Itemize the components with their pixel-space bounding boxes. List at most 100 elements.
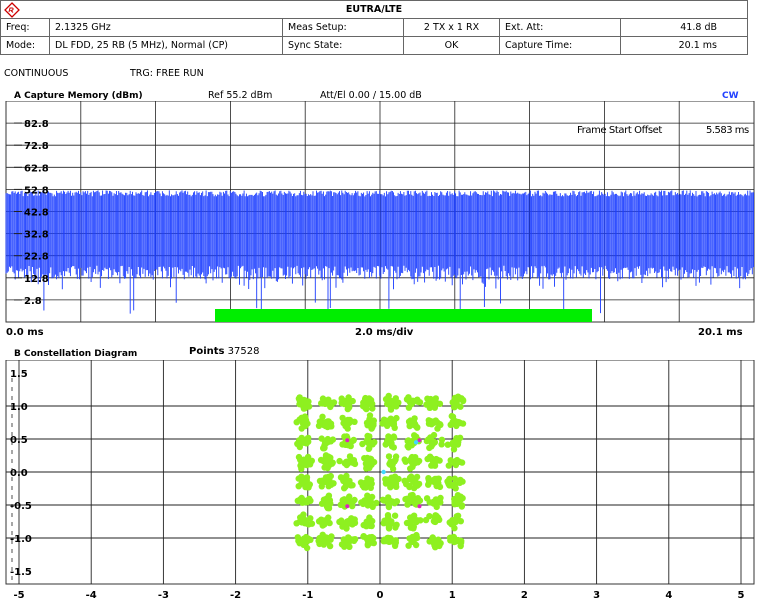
constellation-point: [435, 475, 442, 482]
constellation-point: [325, 399, 332, 407]
constellation-point: [425, 436, 432, 443]
constellation-points: [293, 392, 467, 552]
constellation-point: [325, 500, 333, 507]
constellation-accent-point: [417, 504, 422, 509]
constellation-point: [322, 419, 329, 426]
constellation-point: [436, 496, 443, 503]
capture-trace-path: [5, 190, 754, 314]
constellation-point: [413, 424, 421, 431]
constellation-y-tick-label: 0.0: [10, 468, 28, 479]
trigger-status: TRG: FREE RUN: [130, 68, 204, 79]
meas-setup-value[interactable]: 2 TX x 1 RX: [403, 18, 500, 37]
constellation-point: [343, 398, 350, 405]
constellation-point: [444, 478, 451, 485]
constellation-point: [409, 455, 416, 462]
constellation-point: [391, 473, 398, 480]
constellation-point: [431, 517, 438, 525]
constellation-grid: [6, 360, 754, 584]
constellation-point: [293, 419, 300, 426]
constellation-point: [452, 485, 459, 492]
constellation-point: [321, 464, 328, 471]
constellation-point: [437, 421, 444, 429]
constellation-point: [366, 412, 374, 419]
constellation-point: [303, 461, 310, 469]
constellation-point: [386, 497, 393, 504]
constellation-point: [329, 459, 336, 466]
ext-att-value[interactable]: 41.8 dB: [620, 18, 748, 37]
constellation-point: [403, 519, 411, 527]
constellation-point: [449, 518, 456, 525]
constellation-point: [404, 501, 411, 508]
constellation-point: [298, 465, 305, 472]
constellation-point: [367, 478, 374, 485]
capture-y-tick-label: 32.8: [24, 230, 49, 241]
constellation-y-tick-label: -0.5: [10, 501, 32, 512]
constellation-point: [412, 479, 419, 486]
constellation-point: [425, 476, 432, 484]
constellation-y-tick-label: -1.5: [10, 567, 32, 578]
constellation-point: [321, 445, 328, 452]
constellation-point: [452, 459, 460, 466]
constellation-point: [457, 403, 464, 410]
constellation-point: [344, 416, 352, 424]
constellation-point: [369, 405, 376, 412]
constellation-point: [343, 520, 350, 527]
constellation-point: [389, 419, 396, 426]
constellation-point: [341, 543, 348, 550]
constellation-point: [343, 525, 350, 532]
capture-time-label: Capture Time:: [499, 36, 621, 55]
constellation-y-tick-label: 1.0: [10, 402, 28, 413]
rs-logo-icon: [4, 2, 20, 18]
constellation-point: [416, 399, 424, 406]
constellation-point: [366, 534, 373, 541]
constellation-title: B Constellation Diagram: [14, 349, 138, 359]
constellation-point: [458, 503, 465, 510]
constellation-point: [365, 518, 373, 526]
freq-value[interactable]: 2.1325 GHz: [49, 18, 283, 37]
constellation-point: [385, 514, 392, 521]
constellation-point: [387, 461, 394, 468]
constellation-accent-point: [417, 438, 422, 443]
constellation-point: [347, 482, 355, 489]
constellation-point: [316, 418, 323, 425]
constellation-point: [325, 483, 332, 490]
constellation-point: [433, 537, 440, 545]
capture-y-ticks: 82.8 72.8 62.8 52.8 42.8 32.8 22.8 12.8 2.8: [14, 119, 49, 307]
mode-value[interactable]: DL FDD, 25 RB (5 MHz), Normal (CP): [49, 36, 283, 55]
constellation-point: [350, 437, 357, 444]
frame-marker-bar[interactable]: [215, 309, 592, 322]
constellation-point: [325, 492, 333, 499]
constellation-point: [456, 434, 464, 441]
capture-y-tick-label: 52.8: [24, 185, 49, 196]
constellation-point: [343, 472, 350, 480]
capture-time-value[interactable]: 20.1 ms: [620, 36, 748, 55]
constellation-point: [369, 503, 376, 510]
constellation-point: [453, 422, 460, 429]
constellation-point: [370, 417, 377, 424]
constellation-point: [357, 479, 365, 486]
capture-memory-plot[interactable]: 82.8 72.8 62.8 52.8 42.8 32.8 22.8 12.8 2.8 Fram…: [0, 101, 760, 323]
constellation-point: [453, 513, 460, 520]
constellation-point: [296, 496, 304, 503]
constellation-point: [340, 496, 347, 504]
x-axis-scale: 2.0 ms/div: [355, 327, 414, 338]
constellation-point: [303, 544, 311, 552]
constellation-point: [322, 452, 330, 459]
constellation-x-tick-label: 2: [521, 590, 528, 600]
constellation-point: [329, 436, 337, 443]
capture-y-tick-label: 72.8: [24, 141, 49, 152]
constellation-point: [385, 519, 393, 527]
constellation-accent-point: [345, 504, 350, 509]
constellation-point: [337, 474, 345, 481]
constellation-point: [457, 478, 464, 485]
constellation-point: [344, 536, 351, 543]
constellation-point: [338, 395, 345, 402]
constellation-point: [387, 484, 394, 491]
constellation-point: [318, 400, 325, 407]
constellation-plot[interactable]: 1.5 1.0 0.5 0.0 -0.5 -1.0 -1.5 -5 -4 -3 -2 -1 0 1 2 3 4…: [0, 360, 760, 600]
constellation-x-tick-label: 4: [665, 590, 672, 600]
constellation-point: [393, 483, 400, 490]
constellation-point: [426, 513, 433, 520]
constellation-y-tick-label: 0.5: [10, 435, 28, 446]
constellation-point: [451, 475, 458, 482]
